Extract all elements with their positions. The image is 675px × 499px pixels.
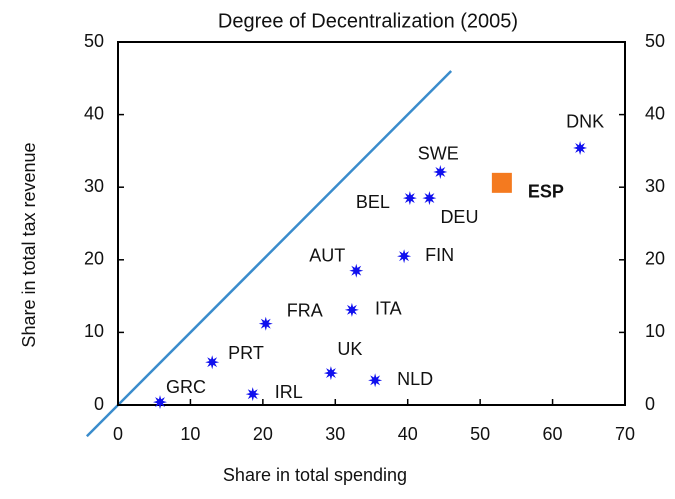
point-label: FIN (425, 245, 454, 265)
point-label: ESP (528, 182, 564, 202)
x-tick-label: 50 (470, 424, 490, 444)
y2-tick-label: 10 (645, 321, 665, 341)
x-tick-label: 20 (253, 424, 273, 444)
point (205, 355, 220, 370)
x-tick-label: 10 (180, 424, 200, 444)
y2-tick-label: 40 (645, 103, 665, 123)
x-tick-label: 70 (615, 424, 635, 444)
point-label: NLD (397, 369, 433, 389)
point (323, 366, 338, 381)
y2-tick-label: 50 (645, 31, 665, 51)
point-label: UK (337, 339, 362, 359)
point-label: PRT (228, 343, 264, 363)
y-tick-label: 50 (84, 31, 104, 51)
point-label: FRA (287, 300, 323, 320)
x-tick-label: 0 (113, 424, 123, 444)
y-axis-label: Share in total tax revenue (19, 142, 39, 347)
point-label: GRC (166, 377, 206, 397)
point-label: DEU (440, 207, 478, 227)
point (258, 316, 273, 331)
point (433, 165, 448, 179)
y-tick-label: 30 (84, 176, 104, 196)
x-tick-label: 30 (325, 424, 345, 444)
reference-line (85, 70, 453, 438)
point-label: DNK (566, 112, 604, 132)
point-label: ITA (375, 299, 402, 319)
point-label: SWE (418, 144, 459, 164)
y2-tick-label: 20 (645, 249, 665, 269)
point (397, 249, 412, 264)
plot-frame (117, 41, 626, 406)
y-tick-label: 0 (94, 394, 104, 414)
y2-tick-label: 30 (645, 176, 665, 196)
point (344, 302, 359, 317)
x-tick-label: 60 (543, 424, 563, 444)
point (491, 172, 512, 193)
point (573, 141, 588, 155)
chart-title: Degree of Decentralization (2005) (218, 10, 518, 32)
point (368, 373, 383, 388)
point (349, 263, 364, 278)
point-label: IRL (275, 382, 303, 402)
point (422, 191, 437, 206)
y-tick-label: 40 (84, 103, 104, 123)
y-tick-label: 20 (84, 249, 104, 269)
x-tick-label: 40 (398, 424, 418, 444)
point-label: AUT (309, 245, 345, 265)
point (153, 395, 167, 410)
point (402, 191, 417, 206)
x-axis-label: Share in total spending (223, 465, 407, 485)
point-label: BEL (356, 192, 390, 212)
y2-tick-label: 0 (645, 394, 655, 414)
y-tick-label: 10 (84, 321, 104, 341)
point (245, 387, 260, 402)
